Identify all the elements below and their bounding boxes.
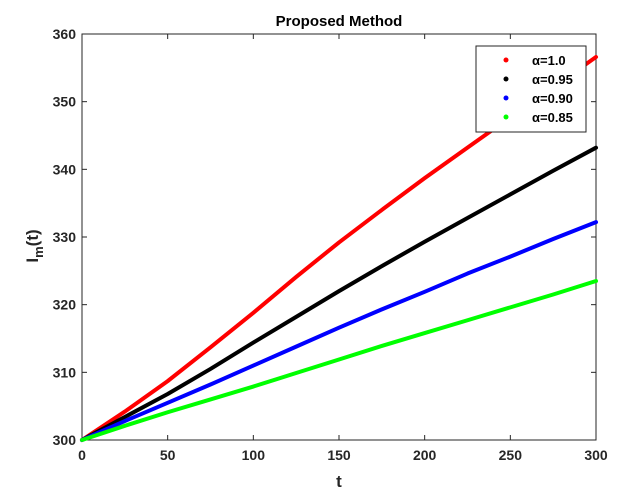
- y-axis-label-main: I: [23, 258, 42, 263]
- y-tick-label: 320: [53, 297, 77, 313]
- legend-marker-4: [503, 114, 509, 120]
- x-tick-label: 50: [160, 447, 176, 463]
- series-line-2: [80, 145, 598, 442]
- y-tick-label: 300: [53, 432, 77, 448]
- x-tick-label: 200: [413, 447, 437, 463]
- legend-label-1: α=1.0: [532, 53, 566, 68]
- legend-label-3: α=0.90: [532, 91, 573, 106]
- plot-area: 0 50 100 150 200 250 300 300 310 320 330 340 350 360: [53, 26, 608, 463]
- legend-marker-3: [503, 95, 509, 101]
- y-tick-label: 330: [53, 229, 77, 245]
- legend-marker-2: [503, 76, 509, 82]
- legend-box: [475, 45, 587, 133]
- legend-label-4: α=0.85: [532, 110, 573, 125]
- y-tick-label: 310: [53, 364, 77, 380]
- legend-label-2: α=0.95: [532, 72, 573, 87]
- legend: α=1.0 α=0.95 α=0.90 α=0.85: [475, 45, 587, 133]
- y-axis-label-tail: (t): [23, 229, 42, 246]
- x-tick-label: 100: [242, 447, 266, 463]
- x-tick-label: 150: [327, 447, 351, 463]
- legend-marker-1: [503, 57, 509, 63]
- x-tick-label: 300: [584, 447, 608, 463]
- y-axis-label: Im(t): [23, 229, 46, 262]
- y-axis-label-subscript: m: [31, 246, 46, 258]
- series-line-4: [80, 278, 598, 442]
- y-tick-label: 350: [53, 94, 77, 110]
- x-tick-label: 250: [499, 447, 523, 463]
- y-tick-label: 340: [53, 161, 77, 177]
- x-tick-label: 0: [78, 447, 86, 463]
- y-tick-label: 360: [53, 26, 77, 42]
- chart-title: Proposed Method: [276, 13, 403, 30]
- series-line-3: [80, 220, 598, 442]
- x-axis-label: t: [336, 472, 342, 491]
